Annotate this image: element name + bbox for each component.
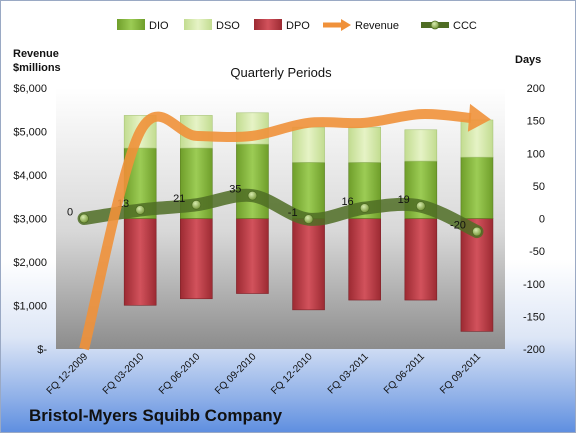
dpo-bar <box>404 218 438 301</box>
ccc-data-label: 16 <box>341 196 353 208</box>
y-right-tick-label: -150 <box>523 311 545 323</box>
legend-label: DPO <box>286 20 310 32</box>
legend-label: Revenue <box>355 20 399 32</box>
legend-swatch-dpo <box>254 19 282 30</box>
dpo-bar <box>123 218 157 306</box>
legend-swatch-dio <box>117 19 145 30</box>
y-right-tick-label: -200 <box>523 344 545 356</box>
ccc-marker <box>191 199 202 210</box>
ccc-data-label: -1 <box>288 207 298 219</box>
legend-label: CCC <box>453 20 477 32</box>
company-name: Bristol-Myers Squibb Company <box>29 406 283 425</box>
x-tick-label: FQ 03-2011 <box>326 351 371 396</box>
x-tick-label: FQ 06-2011 <box>382 351 427 396</box>
revenue-arrowhead <box>467 103 491 132</box>
y-right-tick-label: 100 <box>527 148 545 160</box>
y-right-tick-label: 50 <box>533 181 545 193</box>
ccc-marker <box>247 190 258 201</box>
y-left-tick-label: $5,000 <box>13 127 47 139</box>
legend-label: DIO <box>149 20 169 32</box>
dso-bar <box>292 126 325 163</box>
y-right-label: Days <box>515 54 541 66</box>
y-right-tick-label: 0 <box>539 214 545 226</box>
x-tick-label: FQ 09-2010 <box>213 351 259 397</box>
dio-bar <box>460 156 494 219</box>
ccc-data-label: 19 <box>398 194 410 206</box>
x-tick-label: FQ 09-2011 <box>438 351 483 396</box>
dio-bar <box>236 143 269 219</box>
y-left-tick-label: $2,000 <box>13 257 47 269</box>
legend-swatch-revenue-head <box>341 19 351 31</box>
revenue-series <box>79 103 491 351</box>
ccc-marker <box>359 203 370 213</box>
dso-bar <box>348 126 381 163</box>
revenue-line <box>79 109 472 351</box>
y-left-tick-label: $6,000 <box>13 83 47 95</box>
x-tick-label: FQ 06-2010 <box>157 351 203 397</box>
y-left-tick-label: $4,000 <box>13 170 47 182</box>
dpo-bar <box>180 218 213 300</box>
dpo-bar <box>348 218 381 301</box>
legend-swatch-dso <box>184 19 212 30</box>
ccc-marker <box>303 214 314 225</box>
legend: DIO DSO DPO Revenue CCC <box>117 19 477 32</box>
x-tick-label: FQ 03-2010 <box>101 351 147 397</box>
y-right-tick-label: -100 <box>523 279 545 291</box>
ccc-data-label: 35 <box>229 184 241 196</box>
dso-bar <box>404 129 438 162</box>
dpo-bar <box>292 218 325 311</box>
legend-swatch-ccc-marker <box>430 20 440 30</box>
ccc-marker <box>472 226 482 237</box>
ccc-data-label: -20 <box>450 220 466 232</box>
y-right-tick-label: 200 <box>527 83 545 95</box>
x-tick-label: FQ 12-2010 <box>269 351 315 397</box>
y-left-tick-label: $3,000 <box>13 214 47 226</box>
y-right-tick-label: -50 <box>529 246 545 258</box>
y-left-label-line2: $millions <box>13 62 61 74</box>
ccc-marker <box>79 213 89 224</box>
ccc-marker <box>135 205 146 215</box>
chart-title: Quarterly Periods <box>230 65 332 80</box>
y-right-ticks: -200 -150 -100 -50 0 50 100 150 200 <box>523 83 545 356</box>
ccc-data-label: 0 <box>67 207 73 219</box>
ccc-line <box>77 188 484 239</box>
x-tick-labels: FQ 12-2009 FQ 03-2010 FQ 06-2010 FQ 09-2010… <box>45 351 484 397</box>
legend-label: DSO <box>216 20 240 32</box>
y-left-ticks: $- $1,000 $2,000 $3,000 $4,000 $5,000 $6,000 <box>13 83 47 356</box>
ccc-marker <box>415 201 426 212</box>
y-left-tick-label: $1,000 <box>13 301 47 313</box>
y-left-tick-label: $- <box>37 344 47 356</box>
ccc-data-label: 21 <box>173 193 185 205</box>
y-left-label-line1: Revenue <box>13 48 59 60</box>
y-right-tick-label: 150 <box>527 116 545 128</box>
dpo-bar <box>236 218 269 294</box>
x-tick-label: FQ 12-2009 <box>45 351 91 397</box>
